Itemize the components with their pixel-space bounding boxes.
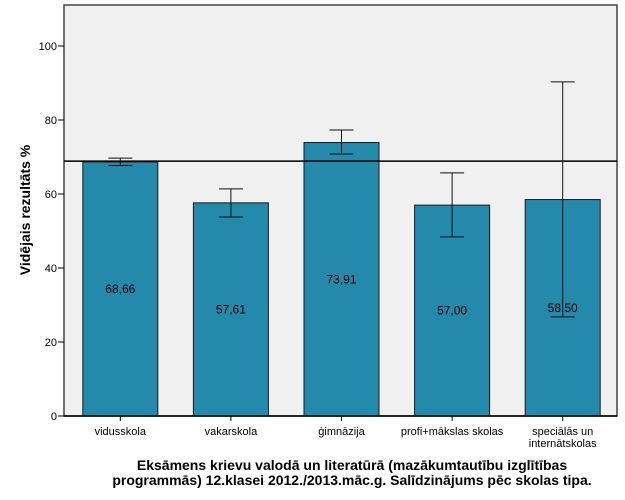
x-tick-label: vidusskola [95,426,147,438]
bar [82,161,159,417]
y-tick-label: 40 [45,263,57,275]
chart-title-line-2: programmās) 12.klasei 2012./2013.māc.g. … [112,472,591,488]
y-axis-label: Vidējais rezultāts % [17,144,33,275]
y-tick-label: 80 [45,115,57,127]
bar-value-label: 73,91 [326,272,356,286]
y-tick-label: 60 [45,189,57,201]
chart-title-line-1: Eksāmens krievu valodā un literatūrā (ma… [137,457,567,473]
bar-value-label: 57,61 [216,302,246,316]
x-tick-label: ģimnāzija [318,425,365,438]
x-tick-label: internātskolas [529,438,597,450]
y-tick-label: 0 [51,411,57,423]
bar [414,204,491,417]
x-tick-label: speciālās un [532,426,593,438]
bar [303,142,380,417]
bar-value-label: 68,66 [105,282,135,296]
bar-value-label: 57,00 [437,304,467,318]
x-tick-label: vakarskola [205,426,258,438]
y-tick-label: 100 [39,41,57,53]
x-tick-label: profi+mākslas skolas [401,426,504,438]
y-tick-label: 20 [45,337,57,349]
